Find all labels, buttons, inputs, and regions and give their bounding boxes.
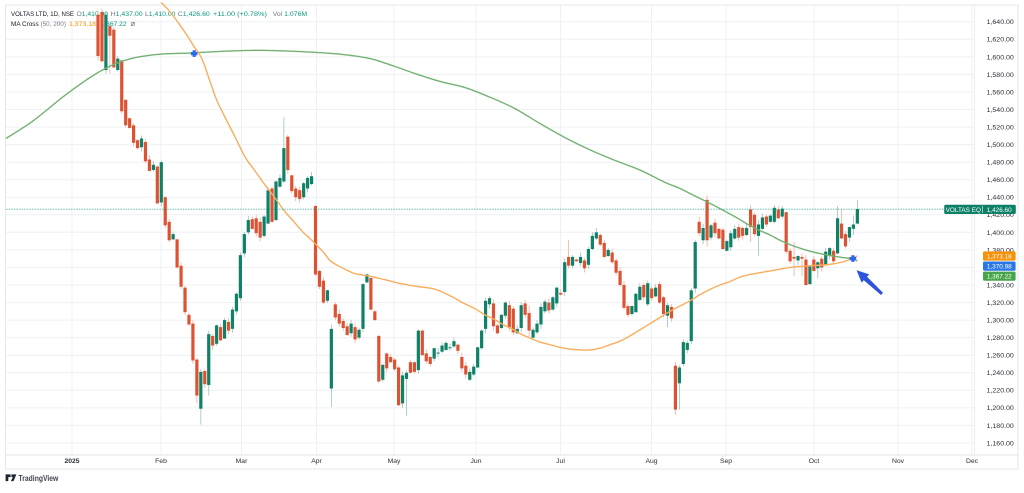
svg-text:1,440.00: 1,440.00	[987, 195, 1014, 202]
svg-text:1,600.00: 1,600.00	[987, 54, 1014, 61]
svg-text:1,400.00: 1,400.00	[987, 230, 1014, 237]
svg-text:Sep: Sep	[720, 458, 732, 465]
svg-text:1,520.00: 1,520.00	[987, 125, 1014, 132]
svg-text:Nov: Nov	[892, 458, 905, 465]
svg-text:1,320.00: 1,320.00	[987, 300, 1014, 307]
svg-text:Jun: Jun	[471, 458, 482, 465]
svg-text:+11.00 (+0.78%): +11.00 (+0.78%)	[213, 11, 267, 18]
svg-text:TradingView: TradingView	[19, 474, 59, 483]
svg-text:1,160.00: 1,160.00	[987, 440, 1014, 447]
svg-text:Feb: Feb	[155, 458, 167, 465]
svg-text:MA Cross (50, 200): MA Cross (50, 200)	[11, 21, 66, 28]
svg-text:1,373.18: 1,373.18	[987, 253, 1012, 260]
svg-text:Jul: Jul	[556, 458, 565, 465]
svg-text:1,200.00: 1,200.00	[987, 405, 1014, 412]
svg-text:VOLTAS EQ: VOLTAS EQ	[946, 207, 981, 214]
svg-text:1,480.00: 1,480.00	[987, 160, 1014, 167]
svg-text:Aug: Aug	[645, 458, 657, 465]
svg-text:1,240.00: 1,240.00	[987, 370, 1014, 377]
svg-text:Mar: Mar	[236, 458, 248, 465]
svg-text:1,340.00: 1,340.00	[987, 282, 1014, 289]
svg-text:1,426.60: 1,426.60	[987, 207, 1012, 214]
svg-text:2025: 2025	[64, 458, 79, 465]
svg-text:1,367.22: 1,367.22	[987, 274, 1012, 281]
svg-text:1,180.00: 1,180.00	[987, 423, 1014, 430]
svg-text:1,300.00: 1,300.00	[987, 318, 1014, 325]
svg-text:1,420.00: 1,420.00	[987, 212, 1014, 219]
svg-text:1,560.00: 1,560.00	[987, 89, 1014, 96]
svg-text:1,500.00: 1,500.00	[987, 142, 1014, 149]
svg-text:C1,426.60: C1,426.60	[178, 11, 210, 18]
svg-text:⌀: ⌀	[131, 19, 136, 28]
svg-text:1,373.18: 1,373.18	[69, 21, 96, 28]
svg-text:1,280.00: 1,280.00	[987, 335, 1014, 342]
svg-text:1,580.00: 1,580.00	[987, 72, 1014, 79]
svg-text:Apr: Apr	[311, 458, 322, 465]
svg-text:1,260.00: 1,260.00	[987, 353, 1014, 360]
svg-text:1,640.00: 1,640.00	[987, 19, 1014, 26]
svg-text:1,380.00: 1,380.00	[987, 247, 1014, 254]
svg-text:L1,410.00: L1,410.00	[145, 11, 176, 18]
svg-text:1,367.22: 1,367.22	[101, 21, 127, 28]
svg-text:H1,437.00: H1,437.00	[111, 11, 143, 18]
svg-text:O1,410.00: O1,410.00	[77, 11, 109, 18]
svg-text:1,460.00: 1,460.00	[987, 177, 1014, 184]
svg-text:May: May	[388, 458, 401, 465]
svg-text:1,540.00: 1,540.00	[987, 107, 1014, 114]
svg-text:1,220.00: 1,220.00	[987, 388, 1014, 395]
svg-text:VOLTAS LTD, 1D, NSE: VOLTAS LTD, 1D, NSE	[11, 11, 75, 18]
svg-text:1,370.98: 1,370.98	[987, 264, 1012, 271]
svg-text:1,620.00: 1,620.00	[987, 37, 1014, 44]
svg-text:Dec: Dec	[966, 458, 979, 465]
svg-text:Oct: Oct	[809, 458, 820, 465]
svg-text:Vol 1.076M: Vol 1.076M	[273, 11, 308, 18]
